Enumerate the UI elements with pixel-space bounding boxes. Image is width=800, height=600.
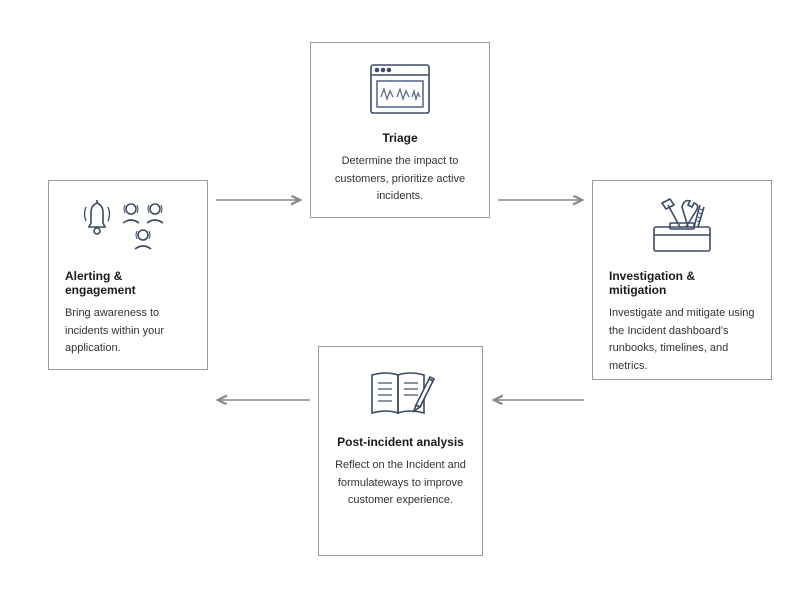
node-investigation: Investigation & mitigation Investigate a… [592, 180, 772, 380]
node-title: Triage [327, 131, 473, 145]
browser-metrics-icon [327, 57, 473, 121]
node-triage: Triage Determine the impact to customers… [310, 42, 490, 218]
node-description: Determine the impact to customers, prior… [327, 153, 473, 206]
toolbox-icon [609, 195, 755, 259]
node-description: Investigate and mitigate using the Incid… [609, 305, 755, 375]
bell-people-icon [65, 195, 191, 259]
node-description: Bring awareness to incidents within your… [65, 305, 191, 358]
node-post: Post-incident analysis Reflect on the In… [318, 346, 483, 556]
node-title: Post-incident analysis [335, 435, 466, 449]
node-title: Investigation & mitigation [609, 269, 755, 297]
node-description: Reflect on the Incident and formulateway… [335, 457, 466, 510]
node-alerting: Alerting & engagement Bring awareness to… [48, 180, 208, 370]
open-book-pencil-icon [335, 361, 466, 425]
node-title: Alerting & engagement [65, 269, 191, 297]
